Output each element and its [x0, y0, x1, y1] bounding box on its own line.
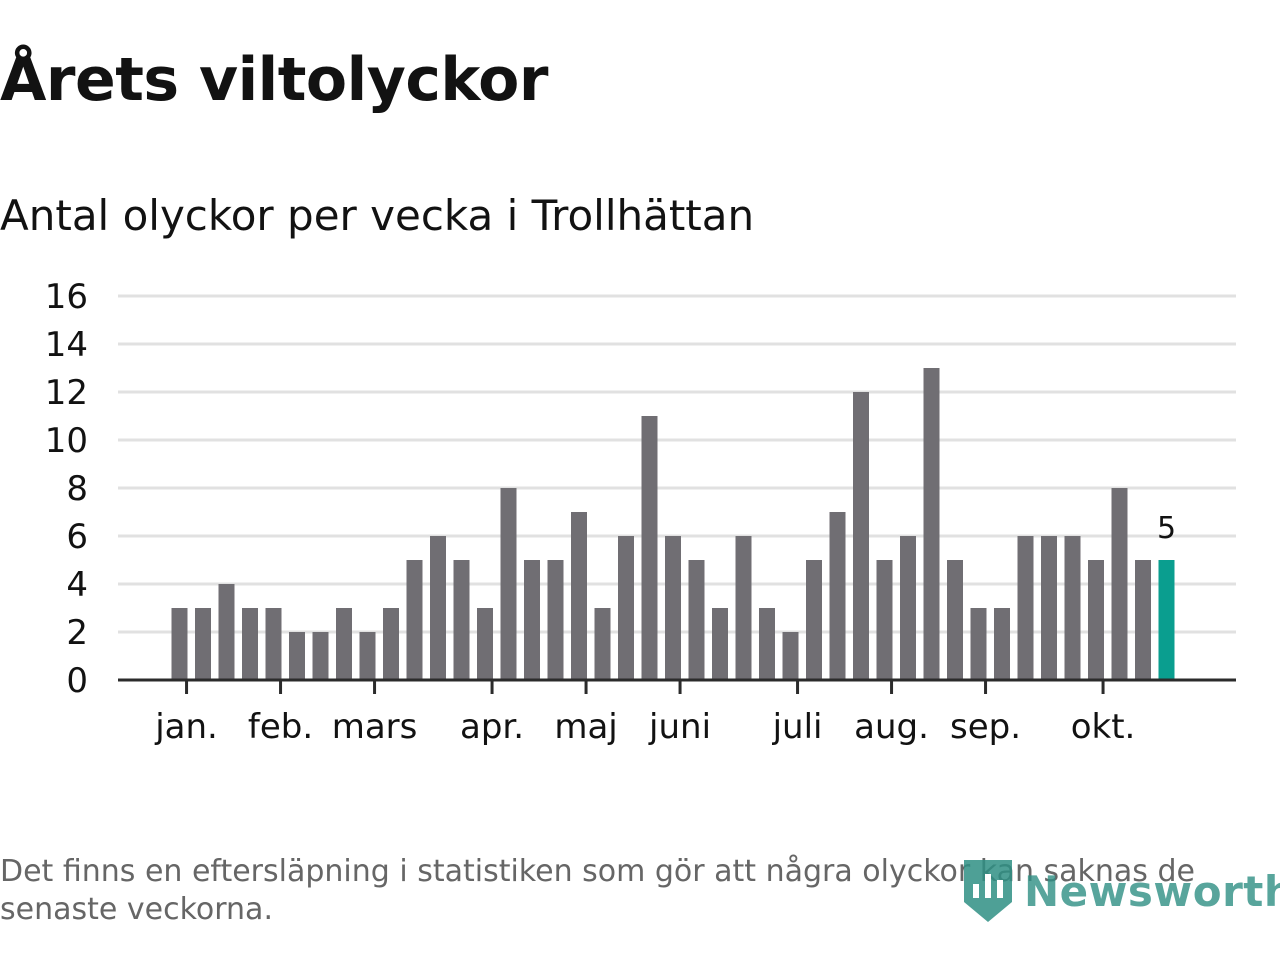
bar-week-37 — [1017, 536, 1034, 680]
bar-week-35 — [970, 608, 987, 680]
bar-week-4 — [242, 608, 258, 680]
bar-week-22 — [665, 536, 681, 680]
bar-week-31 — [876, 560, 893, 680]
bar-week-16 — [524, 560, 540, 680]
x-tick-label-okt.: okt. — [1071, 707, 1136, 747]
y-tick-label-0: 0 — [66, 661, 88, 701]
x-tick-label-jan.: jan. — [154, 707, 218, 747]
y-tick-label-16: 16 — [45, 277, 88, 317]
x-tick-label-juli: juli — [772, 707, 823, 747]
bar-week-25 — [735, 536, 752, 680]
bar-week-7 — [312, 632, 329, 680]
bar-week-17 — [547, 560, 564, 680]
bar-week-5 — [265, 608, 282, 680]
newsworthy-logo-icon — [964, 860, 1012, 922]
y-tick-label-8: 8 — [66, 469, 88, 509]
bar-week-43 — [1158, 560, 1175, 680]
bar-week-40 — [1088, 560, 1104, 680]
bar-week-6 — [289, 632, 305, 680]
bar-week-20 — [618, 536, 634, 680]
chart-title: Årets viltolyckor — [0, 45, 549, 115]
x-tick-label-feb.: feb. — [248, 707, 313, 747]
bar-week-23 — [688, 560, 705, 680]
x-tick-label-maj: maj — [554, 707, 617, 747]
bar-week-1 — [171, 608, 188, 680]
bar-week-11 — [406, 560, 423, 680]
bar-week-12 — [430, 536, 446, 680]
bar-week-21 — [641, 416, 658, 680]
bar-week-2 — [195, 608, 211, 680]
x-tick-label-mars: mars — [332, 707, 418, 747]
bar-week-24 — [712, 608, 728, 680]
bar-week-28 — [806, 560, 822, 680]
bar-week-26 — [759, 608, 775, 680]
newsworthy-logo: Newsworthy — [962, 858, 1280, 924]
bar-chart: 0 2 4 6 8 10 12 14 16 jan. feb. mars apr. maj juni jul… — [45, 277, 1236, 747]
bar-week-3 — [218, 584, 235, 680]
bar-week-18 — [571, 512, 587, 680]
x-axis: jan. feb. mars apr. maj juni juli aug. sep. okt. — [118, 678, 1236, 747]
annotations: 5 — [1157, 511, 1176, 546]
highlight-value-label: 5 — [1157, 511, 1176, 546]
y-tick-label-4: 4 — [66, 565, 88, 605]
bars — [171, 368, 1175, 680]
y-tick-label-12: 12 — [45, 373, 88, 413]
x-tick-label-aug.: aug. — [854, 707, 929, 747]
bar-week-32 — [900, 536, 916, 680]
x-tick-label-sep.: sep. — [950, 707, 1021, 747]
bar-week-13 — [453, 560, 470, 680]
y-tick-label-10: 10 — [45, 421, 88, 461]
bar-week-42 — [1135, 560, 1151, 680]
bar-week-8 — [336, 608, 352, 680]
bar-week-14 — [477, 608, 493, 680]
logo-text: Newsworthy — [1024, 866, 1280, 916]
bar-week-41 — [1111, 488, 1128, 680]
chart-subtitle: Antal olyckor per vecka i Trollhättan — [0, 191, 755, 240]
bar-week-27 — [782, 632, 799, 680]
bar-week-39 — [1064, 536, 1081, 680]
x-tick-label-juni: juni — [648, 707, 711, 747]
y-axis-tick-labels: 0 2 4 6 8 10 12 14 16 — [45, 277, 88, 701]
x-tick-label-apr.: apr. — [460, 707, 524, 747]
bar-week-19 — [594, 608, 611, 680]
bar-week-9 — [359, 632, 376, 680]
bar-week-33 — [923, 368, 940, 680]
y-tick-label-14: 14 — [45, 325, 88, 365]
bar-week-38 — [1041, 536, 1057, 680]
bar-week-10 — [383, 608, 399, 680]
bar-week-36 — [994, 608, 1010, 680]
y-tick-label-6: 6 — [66, 517, 88, 557]
bar-week-34 — [947, 560, 963, 680]
bar-week-29 — [829, 512, 846, 680]
y-tick-label-2: 2 — [66, 613, 88, 653]
bar-week-15 — [500, 488, 517, 680]
bar-week-30 — [853, 392, 869, 680]
